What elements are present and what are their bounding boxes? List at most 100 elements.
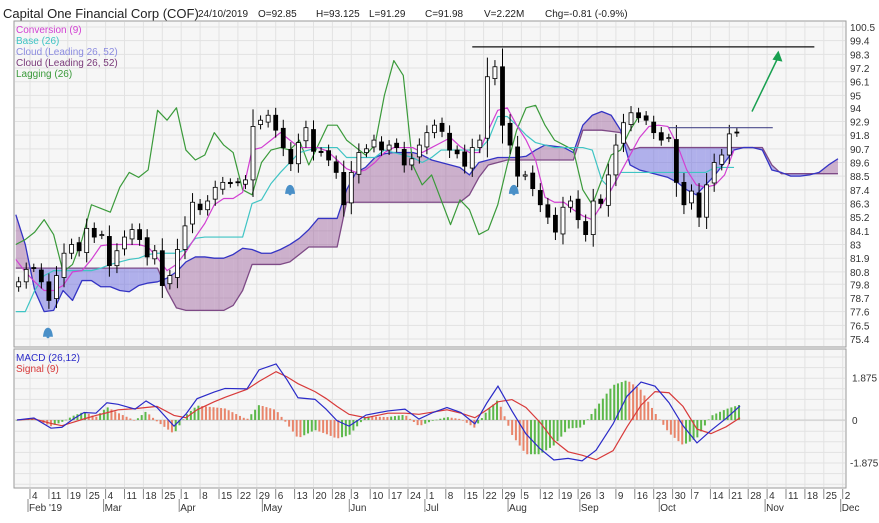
candle-down <box>537 190 543 206</box>
macd-histogram-bar <box>601 398 604 420</box>
macd-histogram-bar <box>677 420 680 442</box>
month-label: Feb '19 <box>29 503 62 514</box>
candle-down <box>658 132 664 141</box>
macd-histogram-bar <box>291 420 294 432</box>
macd-histogram-bar <box>556 420 559 442</box>
macd-histogram-bar <box>647 401 650 420</box>
macd-histogram-bar <box>307 420 310 434</box>
price-tick-label: 89.6 <box>850 158 870 169</box>
lagging-line <box>15 59 641 273</box>
price-tick-label: 94 <box>850 104 862 115</box>
macd-histogram-bar <box>182 419 185 420</box>
cloud-fill-bearish <box>545 145 555 161</box>
candle-up <box>704 184 710 218</box>
macd-histogram-bar <box>227 410 230 420</box>
date-tick-label: 28 <box>334 491 346 502</box>
macd-histogram-bar <box>715 413 718 420</box>
macd-histogram-bar <box>643 395 646 420</box>
macd-histogram-bar <box>545 420 548 451</box>
macd-histogram-bar <box>632 384 635 420</box>
macd-histogram-bar <box>102 409 105 420</box>
macd-histogram-bar <box>560 420 563 437</box>
macd-histogram-bar <box>465 420 468 423</box>
macd-histogram-bar <box>427 420 430 423</box>
candle-up <box>424 132 430 148</box>
macd-histogram-bar <box>284 420 287 422</box>
macd-histogram-bar <box>170 420 173 433</box>
macd-histogram-bar <box>265 407 268 420</box>
macd-histogram-bar <box>722 410 725 420</box>
cloud-fill-bearish <box>469 162 479 195</box>
macd-histogram-bar <box>118 413 121 420</box>
candle-up <box>689 190 694 204</box>
candle-down <box>280 127 286 148</box>
date-tick-label: 25 <box>826 491 838 502</box>
macd-histogram-bar <box>303 420 306 436</box>
macd-histogram-bar <box>57 420 60 424</box>
macd-histogram-bar <box>250 414 253 420</box>
candle-up <box>243 179 248 185</box>
price-tick-label: 95 <box>850 91 862 102</box>
month-label: Nov <box>766 503 784 514</box>
macd-histogram-bar <box>61 420 64 422</box>
span-a-line <box>15 110 839 313</box>
date-tick-label: 29 <box>259 491 271 502</box>
date-tick-label: 1 <box>429 491 435 502</box>
macd-histogram-bar <box>95 416 98 420</box>
macd-histogram-bar <box>443 417 446 420</box>
macd-histogram-bar <box>685 420 688 444</box>
price-tick-label: 83 <box>850 241 862 252</box>
date-tick-label: 16 <box>637 491 649 502</box>
cloud-fill-bearish <box>327 218 338 248</box>
macd-histogram-bar <box>393 416 396 420</box>
candle-up <box>122 236 127 250</box>
macd-histogram-bar <box>163 420 166 427</box>
price-tick-label: 80.8 <box>850 268 870 279</box>
candle-down <box>636 112 641 119</box>
candle-up <box>386 144 392 151</box>
macd-histogram-bar <box>564 420 567 433</box>
legend-base: Base (26) <box>16 36 59 47</box>
macd-histogram-bar <box>348 420 351 435</box>
candle-down <box>235 181 241 184</box>
cloud-fill-bullish <box>686 147 697 195</box>
candle-up <box>265 114 271 123</box>
date-tick-label: 14 <box>712 491 724 502</box>
macd-histogram-bar <box>53 420 56 425</box>
candle-down <box>31 267 37 269</box>
macd-histogram-bar <box>454 418 457 420</box>
date-tick-label: 12 <box>542 491 554 502</box>
candle-up <box>711 162 717 184</box>
date-tick-label: 18 <box>807 491 819 502</box>
macd-histogram-bar <box>363 417 366 420</box>
candle-down <box>227 181 233 185</box>
macd-histogram-bar <box>492 404 495 420</box>
candle-down <box>530 172 536 189</box>
macd-histogram-bar <box>178 420 181 426</box>
candle-down <box>454 149 460 155</box>
macd-histogram-bar <box>450 417 453 420</box>
cloud-fill-bullish <box>100 268 111 287</box>
macd-histogram-bar <box>635 387 638 420</box>
macd-histogram-bar <box>375 416 378 420</box>
macd-histogram-bar <box>212 407 215 420</box>
macd-histogram-bar <box>598 403 601 420</box>
price-tick-label: 78.7 <box>850 294 870 305</box>
macd-histogram-bar <box>193 407 196 420</box>
candle-up <box>175 249 180 278</box>
macd-histogram-bar <box>654 414 657 420</box>
grid <box>15 22 845 487</box>
macd-histogram-bar <box>488 408 491 420</box>
cloud-fill-bullish <box>658 147 668 178</box>
macd-histogram-bar <box>514 420 517 441</box>
macd-histogram-bar <box>144 411 147 420</box>
price-tick-label: 90.7 <box>850 145 870 156</box>
macd-histogram-bar <box>511 420 514 436</box>
price-tick-label: 97.2 <box>850 64 870 75</box>
macd-histogram-bar <box>155 420 158 422</box>
cloud-fill-bearish <box>204 256 215 311</box>
target-arrow-shaft <box>751 56 780 112</box>
legend-signal: Signal (9) <box>16 364 59 375</box>
candle-up <box>258 119 263 125</box>
